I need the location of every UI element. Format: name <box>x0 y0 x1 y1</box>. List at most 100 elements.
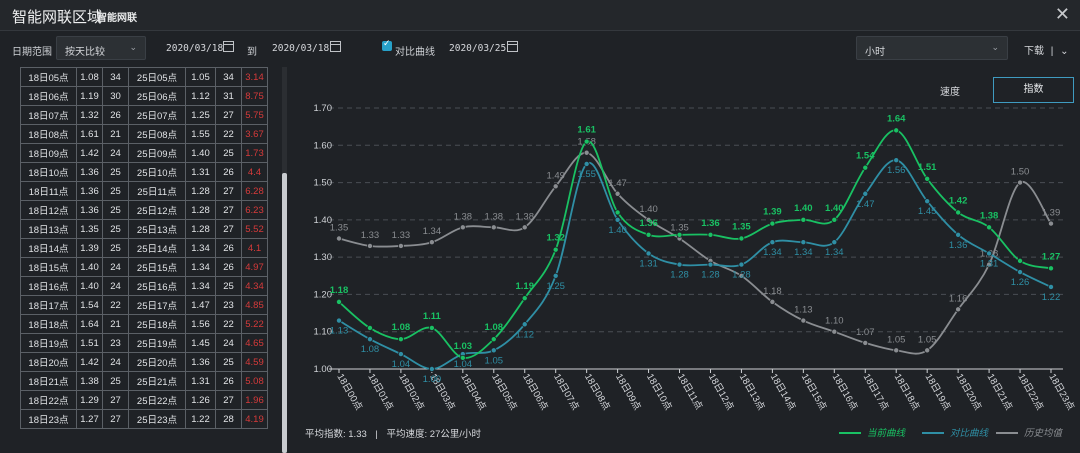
table-cell: 31 <box>215 86 242 106</box>
table-cell: 1.08 <box>76 67 103 87</box>
data-label: 1.36 <box>949 240 968 251</box>
legend-line-icon <box>922 432 944 435</box>
close-icon[interactable]: ✕ <box>1054 4 1070 24</box>
table-cell: 4.19 <box>241 409 268 429</box>
data-point <box>676 235 683 242</box>
data-point <box>1048 265 1055 272</box>
data-point <box>862 190 869 197</box>
data-label: 1.19 <box>515 281 534 292</box>
table-cell: 4.65 <box>241 333 268 353</box>
data-point <box>893 127 900 134</box>
data-point <box>428 239 435 246</box>
data-point <box>831 216 838 223</box>
table-cell: 1.42 <box>76 143 103 163</box>
table-cell: 25日18点 <box>128 314 186 334</box>
table-cell: 25 <box>215 276 242 296</box>
scrollbar-thumb[interactable] <box>282 173 287 453</box>
table-cell: 27 <box>215 181 242 201</box>
data-label: 1.42 <box>949 195 968 206</box>
table-cell: 1.28 <box>185 181 216 201</box>
tab-index[interactable]: 指数 <box>993 77 1074 103</box>
table-cell: 1.39 <box>76 238 103 258</box>
y-tick-label: 1.60 <box>314 140 333 151</box>
data-label: 1.47 <box>608 178 627 189</box>
legend-item-compare[interactable]: 对比曲线 <box>922 425 988 439</box>
x-tick-label: 18日11点 <box>675 372 704 412</box>
download-button[interactable]: 下载 | ⌄ <box>1024 42 1069 57</box>
data-label: 1.51 <box>918 162 937 173</box>
table-cell: 1.51 <box>76 333 103 353</box>
table-cell: 18日16点 <box>20 276 77 296</box>
y-tick-label: 1.40 <box>314 215 333 226</box>
legend-label-history: 历史均值 <box>1024 428 1063 439</box>
x-tick-label: 18日13点 <box>737 372 767 413</box>
table-cell: 24 <box>102 352 129 372</box>
data-point <box>955 231 962 238</box>
table-cell: 1.45 <box>185 333 216 353</box>
data-point <box>521 321 528 328</box>
compare-date-input[interactable]: 2020/03/25 <box>449 43 507 54</box>
table-cell: 28 <box>215 409 242 429</box>
calendar-icon[interactable] <box>330 41 341 52</box>
y-tick-label: 1.70 <box>314 103 333 114</box>
calendar-icon[interactable] <box>223 41 234 52</box>
table-cell: 4.34 <box>241 276 268 296</box>
end-date-input[interactable]: 2020/03/18 <box>272 43 330 54</box>
data-label: 1.32 <box>546 233 565 244</box>
compare-checkbox[interactable] <box>382 38 392 51</box>
calendar-icon[interactable] <box>507 41 518 52</box>
average-speed: 平均速度: 27公里/小时 <box>386 429 482 440</box>
x-tick-label: 18日17点 <box>861 372 891 413</box>
data-label: 1.13 <box>794 305 813 316</box>
table-cell: 18日11点 <box>20 181 77 201</box>
data-point <box>1048 220 1055 227</box>
legend-line-icon <box>996 432 1018 435</box>
table-cell: 1.36 <box>76 181 103 201</box>
data-label: 1.49 <box>546 170 565 181</box>
data-point <box>335 235 342 242</box>
data-point <box>924 175 931 182</box>
data-point <box>800 317 807 324</box>
table-cell: 1.40 <box>76 257 103 277</box>
data-label: 1.55 <box>577 169 596 180</box>
table-cell: 24 <box>215 333 242 353</box>
data-label: 1.25 <box>546 281 565 292</box>
data-label: 1.22 <box>1042 292 1061 303</box>
granularity-select[interactable]: 小时 ⌄ <box>856 36 1008 60</box>
data-point <box>583 149 590 156</box>
series-line-1 <box>338 159 1052 370</box>
table-row: 18日23点 1.27 27 25日23点 1.22 28 4.19 <box>20 409 268 429</box>
start-date-input[interactable]: 2020/03/18 <box>166 43 224 54</box>
table-cell: 1.64 <box>76 314 103 334</box>
data-label: 1.34 <box>423 226 442 237</box>
compare-mode-select[interactable]: 按天比较 ⌄ <box>56 36 146 60</box>
table-cell: 30 <box>102 86 129 106</box>
table-cell: 1.31 <box>185 371 216 391</box>
data-point <box>335 317 342 324</box>
table-cell: 18日10点 <box>20 162 77 182</box>
data-point <box>1017 269 1024 276</box>
table-cell: 18日09点 <box>20 143 77 163</box>
table-cell: 18日22点 <box>20 390 77 410</box>
table-cell: 22 <box>215 124 242 144</box>
title-bar: 智能网联区域 智能网联 ✕ <box>0 0 1080 31</box>
legend-label-compare: 对比曲线 <box>950 428 989 439</box>
legend-item-history[interactable]: 历史均值 <box>996 425 1062 439</box>
table-row: 18日05点 1.08 34 25日05点 1.05 34 3.14 <box>20 67 268 87</box>
tab-speed[interactable]: 速度 <box>940 87 960 98</box>
data-label: 1.26 <box>1011 277 1030 288</box>
table-cell: 25日22点 <box>128 390 186 410</box>
table-cell: 25 <box>102 219 129 239</box>
table-cell: 1.32 <box>76 105 103 125</box>
table-cell: 5.52 <box>241 219 268 239</box>
legend-item-current[interactable]: 当前曲线 <box>839 425 905 439</box>
x-tick-label: 18日12点 <box>706 372 736 413</box>
table-cell: 25 <box>102 238 129 258</box>
table-cell: 25日10点 <box>128 162 186 182</box>
table-cell: 26 <box>215 238 242 258</box>
table-cell: 25 <box>215 143 242 163</box>
table-row: 18日12点 1.36 25 25日12点 1.28 27 6.23 <box>20 200 268 220</box>
table-cell: 1.27 <box>76 409 103 429</box>
table-cell: 25 <box>215 352 242 372</box>
data-point <box>924 198 931 205</box>
